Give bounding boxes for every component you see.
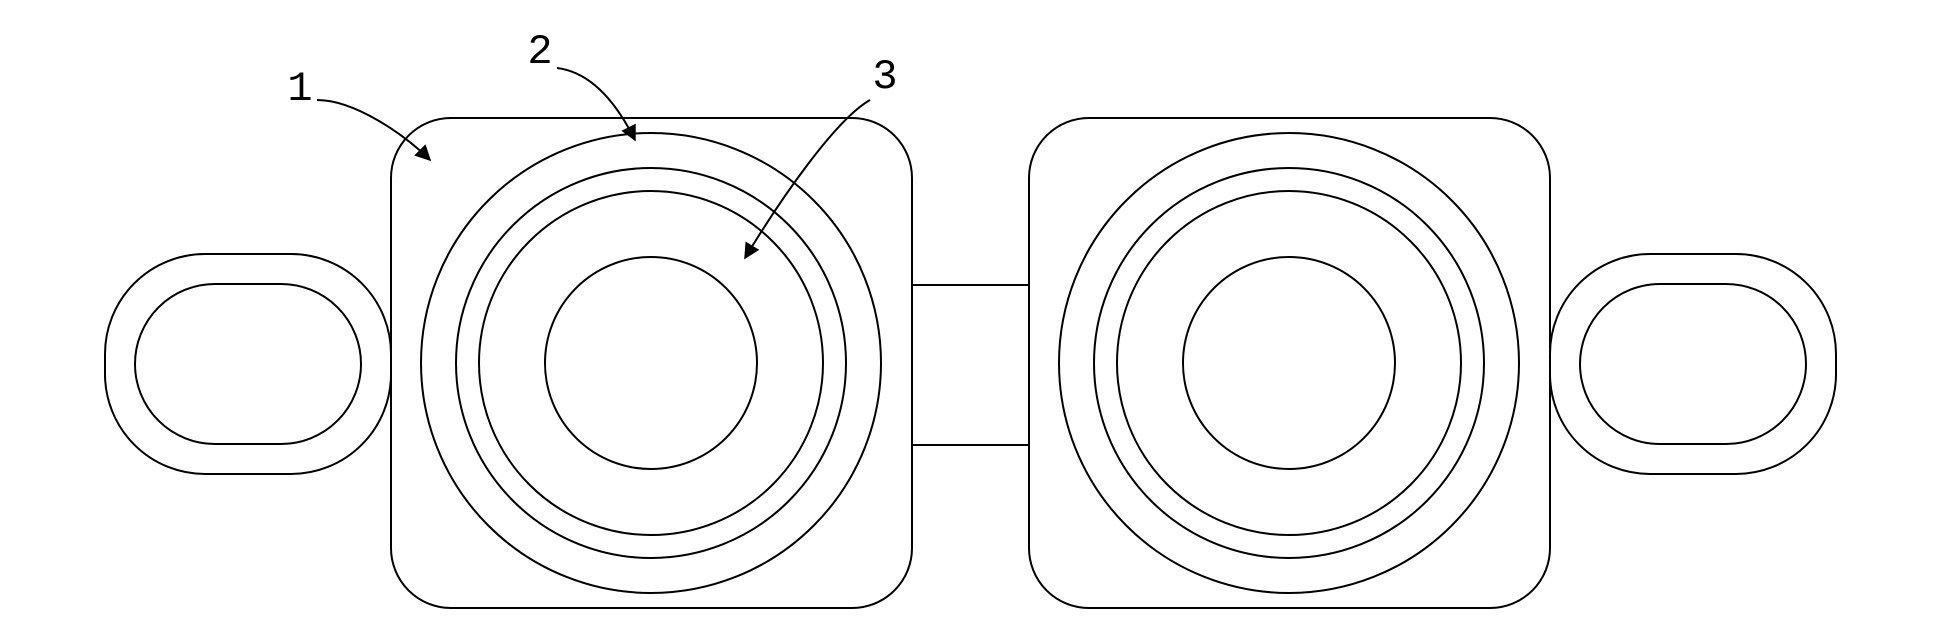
- callout-label-2: 2: [527, 28, 552, 76]
- left-tab-outer: [105, 254, 391, 474]
- callout-label-1: 1: [287, 65, 312, 113]
- callout-label-3: 3: [872, 53, 897, 101]
- right-tab-outer: [1550, 254, 1836, 474]
